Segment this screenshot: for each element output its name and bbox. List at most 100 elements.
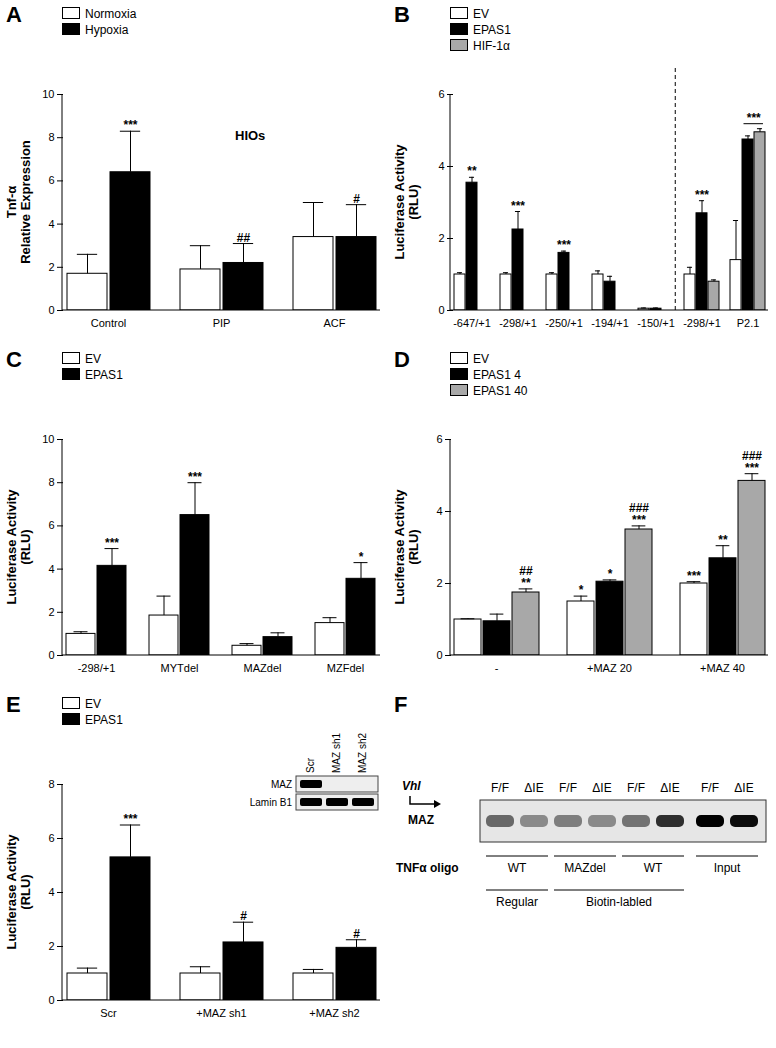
svg-text:10: 10 bbox=[42, 433, 54, 445]
svg-text:##: ## bbox=[237, 231, 251, 245]
svg-text:0: 0 bbox=[48, 304, 54, 316]
svg-text:#: # bbox=[240, 909, 247, 923]
svg-text:*: * bbox=[579, 583, 584, 597]
svg-text:ΔIE: ΔIE bbox=[660, 781, 679, 795]
svg-text:8: 8 bbox=[48, 476, 54, 488]
svg-text:2: 2 bbox=[438, 232, 444, 244]
svg-text:+MAZ sh2: +MAZ sh2 bbox=[309, 1007, 359, 1019]
svg-text:***: *** bbox=[747, 111, 761, 125]
svg-text:*: * bbox=[359, 550, 364, 564]
svg-text:MAZ sh2: MAZ sh2 bbox=[357, 733, 368, 773]
svg-text:**: ** bbox=[467, 164, 477, 178]
svg-text:***: *** bbox=[687, 569, 701, 583]
svg-text:+MAZ 20: +MAZ 20 bbox=[587, 662, 632, 674]
svg-text:MZFdel: MZFdel bbox=[327, 662, 364, 674]
html-text:A: A bbox=[6, 2, 22, 27]
svg-text:-250/+1: -250/+1 bbox=[545, 317, 583, 329]
html-text:C: C bbox=[6, 347, 22, 372]
svg-text:***: *** bbox=[105, 536, 119, 550]
svg-text:Regular: Regular bbox=[496, 895, 538, 909]
svg-text:+MAZ sh1: +MAZ sh1 bbox=[196, 1007, 246, 1019]
svg-text:-298/+1: -298/+1 bbox=[683, 317, 721, 329]
svg-text:0: 0 bbox=[438, 304, 444, 316]
svg-text:ΔIE: ΔIE bbox=[734, 781, 753, 795]
svg-text:F/F: F/F bbox=[491, 781, 509, 795]
svg-text:Scr: Scr bbox=[305, 757, 316, 773]
svg-text:MAZ: MAZ bbox=[271, 779, 292, 790]
svg-text:***: *** bbox=[557, 238, 571, 252]
svg-text:*: * bbox=[608, 567, 613, 581]
svg-text:4: 4 bbox=[48, 563, 54, 575]
svg-text:Luciferase Activity(RLU): Luciferase Activity(RLU) bbox=[4, 489, 33, 605]
svg-text:WT: WT bbox=[644, 861, 663, 875]
svg-text:#: # bbox=[353, 927, 360, 941]
svg-text:MAZdel: MAZdel bbox=[564, 861, 605, 875]
svg-text:Biotin-labled: Biotin-labled bbox=[586, 895, 652, 909]
svg-text:2: 2 bbox=[48, 261, 54, 273]
svg-text:6: 6 bbox=[438, 88, 444, 100]
svg-text:10: 10 bbox=[42, 88, 54, 100]
svg-text:MAZdel: MAZdel bbox=[244, 662, 282, 674]
svg-text:0: 0 bbox=[48, 994, 54, 1006]
svg-text:2: 2 bbox=[436, 577, 442, 589]
svg-text:4: 4 bbox=[438, 160, 444, 172]
svg-text:Tnf-αRelative Expression: Tnf-αRelative Expression bbox=[4, 140, 33, 264]
svg-text:ΔIE: ΔIE bbox=[592, 781, 611, 795]
svg-text:Input: Input bbox=[714, 861, 741, 875]
svg-text:-298/+1: -298/+1 bbox=[499, 317, 537, 329]
svg-text:0: 0 bbox=[48, 649, 54, 661]
html-text:Normoxia: Normoxia bbox=[85, 7, 137, 21]
svg-text:P2.1: P2.1 bbox=[737, 317, 760, 329]
html-text:HIOs: HIOs bbox=[235, 128, 266, 143]
svg-text:F/F: F/F bbox=[701, 781, 719, 795]
svg-text:Vhl: Vhl bbox=[402, 779, 421, 793]
svg-text:***: *** bbox=[695, 188, 709, 202]
svg-text:-: - bbox=[495, 662, 499, 674]
svg-text:Luciferase Activity(RLU): Luciferase Activity(RLU) bbox=[392, 489, 421, 605]
svg-text:Control: Control bbox=[91, 317, 126, 329]
svg-text:-150/+1: -150/+1 bbox=[637, 317, 675, 329]
svg-text:8: 8 bbox=[48, 778, 54, 790]
svg-text:Scr: Scr bbox=[100, 1007, 117, 1019]
svg-text:Luciferase Activity(RLU): Luciferase Activity(RLU) bbox=[4, 834, 33, 950]
html-text:D: D bbox=[394, 347, 410, 372]
svg-text:TNFα oligo: TNFα oligo bbox=[396, 861, 459, 875]
svg-text:4: 4 bbox=[48, 886, 54, 898]
svg-text:8: 8 bbox=[48, 131, 54, 143]
svg-text:#: # bbox=[353, 192, 360, 206]
svg-text:***: *** bbox=[123, 118, 137, 132]
svg-text:-194/+1: -194/+1 bbox=[591, 317, 629, 329]
svg-text:WT: WT bbox=[508, 861, 527, 875]
svg-text:###***: ###*** bbox=[742, 449, 762, 475]
svg-text:***: *** bbox=[188, 470, 202, 484]
svg-text:6: 6 bbox=[48, 519, 54, 531]
svg-text:MYTdel: MYTdel bbox=[161, 662, 199, 674]
svg-text:F/F: F/F bbox=[559, 781, 577, 795]
html-text:E: E bbox=[6, 692, 21, 717]
svg-text:MAZ sh1: MAZ sh1 bbox=[331, 733, 342, 773]
svg-text:MAZ: MAZ bbox=[408, 813, 434, 827]
svg-text:##**: ##** bbox=[519, 564, 533, 590]
svg-text:2: 2 bbox=[48, 606, 54, 618]
svg-text:6: 6 bbox=[48, 832, 54, 844]
svg-text:-298/+1: -298/+1 bbox=[78, 662, 116, 674]
html-text:B: B bbox=[394, 2, 410, 27]
svg-text:ΔIE: ΔIE bbox=[524, 781, 543, 795]
svg-text:6: 6 bbox=[48, 174, 54, 186]
svg-text:ACF: ACF bbox=[324, 317, 346, 329]
svg-text:+MAZ 40: +MAZ 40 bbox=[700, 662, 745, 674]
svg-text:Lamin B1: Lamin B1 bbox=[250, 797, 293, 808]
svg-text:**: ** bbox=[718, 533, 728, 547]
svg-text:6: 6 bbox=[436, 433, 442, 445]
svg-text:F/F: F/F bbox=[627, 781, 645, 795]
svg-text:4: 4 bbox=[48, 218, 54, 230]
svg-text:Luciferase Activity(RLU): Luciferase Activity(RLU) bbox=[392, 144, 421, 260]
svg-text:0: 0 bbox=[436, 649, 442, 661]
svg-text:2: 2 bbox=[48, 940, 54, 952]
svg-text:-647/+1: -647/+1 bbox=[453, 317, 491, 329]
svg-text:PIP: PIP bbox=[213, 317, 231, 329]
svg-text:***: *** bbox=[511, 199, 525, 213]
svg-text:4: 4 bbox=[436, 505, 442, 517]
svg-text:###***: ###*** bbox=[629, 501, 649, 527]
svg-text:***: *** bbox=[123, 812, 137, 826]
